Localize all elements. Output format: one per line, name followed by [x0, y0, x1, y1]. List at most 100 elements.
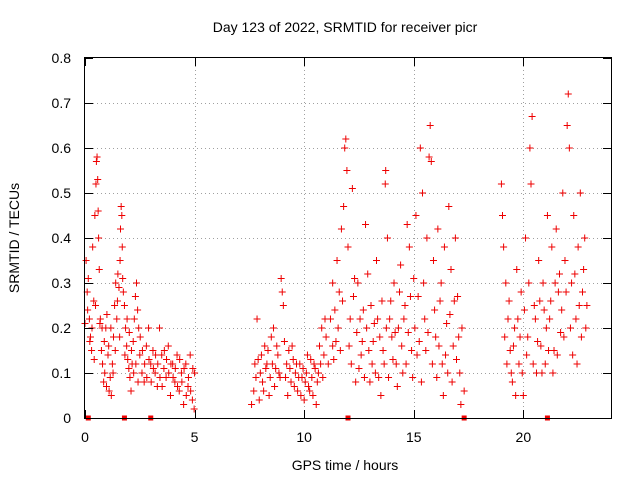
y-tick-label: 0.3 [52, 275, 72, 291]
data-point [337, 225, 345, 233]
data-point [379, 347, 387, 354]
data-point [528, 113, 536, 120]
data-point [149, 365, 157, 372]
data-point [302, 369, 310, 377]
data-point [115, 284, 123, 291]
data-point [89, 243, 97, 251]
data-point [120, 302, 128, 309]
data-point [96, 320, 104, 327]
data-point [515, 360, 523, 368]
y-tick-label: 0.1 [52, 365, 72, 381]
data-point [269, 324, 277, 332]
data-point [142, 342, 150, 350]
data-point [91, 212, 99, 219]
data-point [114, 270, 122, 278]
data-point [285, 347, 293, 354]
data-point [286, 365, 294, 372]
data-point [355, 365, 363, 372]
data-point [321, 315, 329, 323]
data-point [518, 369, 526, 377]
data-point [297, 392, 305, 399]
data-point [187, 387, 195, 395]
data-point [306, 387, 314, 395]
data-point [156, 374, 164, 381]
data-point [158, 383, 166, 390]
data-point [177, 369, 185, 377]
data-point [166, 392, 174, 399]
data-point [369, 338, 377, 345]
data-point [346, 315, 354, 323]
data-point [385, 374, 393, 381]
data-point [402, 360, 410, 368]
data-point [188, 396, 196, 404]
data-point [501, 333, 509, 341]
data-point [382, 324, 390, 332]
data-point [363, 324, 371, 332]
data-point [274, 351, 282, 359]
data-point [299, 365, 307, 372]
data-point [92, 158, 100, 165]
data-point [545, 347, 553, 354]
data-point [506, 347, 514, 354]
data-point [287, 378, 295, 386]
data-point [365, 347, 373, 354]
data-point [314, 369, 322, 377]
data-point [566, 324, 574, 332]
data-point [408, 347, 416, 354]
data-point [160, 347, 168, 354]
data-point [581, 234, 589, 242]
data-point [357, 351, 365, 359]
data-point [300, 396, 308, 404]
data-point [282, 374, 290, 381]
data-point [517, 288, 525, 296]
data-point [88, 347, 96, 354]
data-point [404, 329, 412, 336]
data-point [123, 315, 131, 323]
data-point [339, 297, 347, 305]
data-point [140, 378, 148, 386]
data-point [436, 297, 444, 305]
data-point [579, 288, 587, 296]
data-point [555, 270, 563, 278]
data-point [184, 383, 192, 390]
data-point [347, 360, 355, 368]
data-point [97, 347, 105, 354]
data-point [116, 257, 124, 264]
data-point [362, 221, 370, 228]
data-point [502, 279, 510, 287]
data-point [367, 302, 375, 309]
data-point [457, 401, 465, 408]
data-point [582, 324, 590, 332]
data-point [261, 342, 269, 350]
data-point [431, 306, 439, 314]
data-point [538, 369, 546, 377]
data-point [583, 302, 591, 309]
data-point [173, 351, 181, 359]
data-point [113, 315, 121, 323]
data-point [536, 297, 544, 305]
data-point [547, 297, 555, 305]
data-point [534, 338, 542, 345]
data-point [152, 351, 160, 359]
data-point [445, 203, 453, 210]
data-point [171, 365, 179, 372]
data-point [460, 387, 468, 395]
data-point [577, 333, 585, 341]
data-point [121, 351, 129, 359]
data-point [311, 365, 319, 372]
data-point [563, 122, 571, 129]
data-point [104, 351, 112, 359]
data-point [454, 293, 462, 300]
data-point [560, 333, 568, 341]
data-point [520, 306, 528, 314]
data-point [336, 347, 344, 354]
data-point [256, 369, 264, 377]
data-point [530, 302, 538, 309]
data-point [456, 369, 464, 377]
data-point [329, 342, 337, 350]
data-point [283, 360, 291, 368]
data-point [458, 324, 466, 332]
data-point [329, 279, 337, 287]
data-point [349, 293, 357, 300]
data-point [132, 360, 140, 368]
